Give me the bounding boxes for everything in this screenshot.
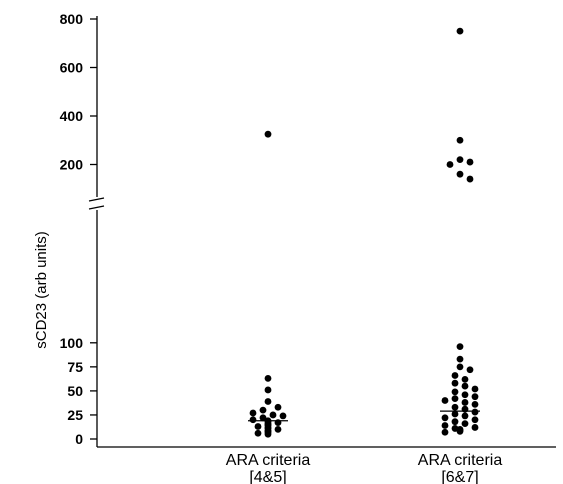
data-point (264, 130, 272, 138)
x-category-label: ARA criteria (418, 452, 503, 469)
data-point (451, 403, 459, 411)
y-tick-label: 200 (60, 157, 84, 173)
y-tick-label: 100 (60, 335, 84, 351)
data-point (269, 411, 277, 419)
y-tick-label: 50 (67, 383, 83, 399)
data-point (471, 400, 479, 408)
y-ticks: 0 25 50 75 100 200 400 600 800 (60, 11, 97, 447)
data-point (466, 366, 474, 374)
data-point (471, 424, 479, 431)
data-point (456, 170, 464, 178)
y-tick-label: 600 (60, 60, 84, 76)
data-point (451, 418, 459, 426)
data-point (441, 422, 449, 429)
data-point (451, 379, 459, 387)
data-point (259, 406, 267, 414)
y-tick-label: 0 (75, 431, 83, 447)
data-point (249, 416, 257, 424)
data-point (471, 393, 479, 401)
data-point (471, 385, 479, 393)
data-point (456, 156, 464, 164)
data-point (456, 355, 464, 363)
data-point (441, 428, 449, 436)
data-point (274, 403, 282, 411)
x-category-label: [6&7] (441, 469, 478, 484)
data-point (466, 158, 474, 166)
data-point (264, 386, 272, 394)
data-point (456, 27, 464, 35)
data-point (461, 412, 469, 420)
y-axis-label: sCD23 (arb units) (33, 231, 50, 349)
y-tick-label: 75 (67, 359, 83, 375)
x-category-label: [4&5] (249, 469, 286, 484)
data-point (461, 399, 469, 406)
data-point (456, 427, 464, 435)
data-point (264, 430, 272, 438)
data-point (461, 420, 469, 428)
data-point (451, 372, 459, 379)
axis-break-mark (88, 205, 105, 210)
data-point (466, 175, 474, 183)
axes (88, 16, 556, 448)
data-point (279, 412, 287, 420)
data-point (471, 408, 479, 416)
y-tick-label: 25 (67, 407, 83, 423)
data-point (254, 429, 262, 437)
data-point (264, 398, 272, 405)
data-point (451, 388, 459, 396)
median-lines (248, 410, 480, 422)
data-point (451, 410, 459, 418)
y-tick-label: 400 (60, 108, 84, 124)
y-tick-label: 800 (60, 11, 84, 27)
data-point (446, 161, 454, 168)
data-point (456, 363, 464, 371)
data-point (249, 409, 257, 417)
data-point (259, 414, 267, 422)
x-category-label: ARA criteria (226, 452, 311, 469)
data-point (461, 391, 469, 399)
data-point (264, 374, 272, 382)
category-labels: ARA criteria[4&5]ARA criteria[6&7] (226, 452, 503, 484)
data-points (249, 27, 479, 438)
data-point (441, 414, 449, 422)
data-point (451, 395, 459, 402)
data-point (441, 397, 449, 404)
data-point (456, 343, 464, 351)
data-point (456, 136, 464, 144)
data-point (471, 416, 479, 424)
data-point (461, 375, 469, 383)
data-point (254, 423, 262, 430)
axis-break-mark (88, 197, 105, 202)
data-point (461, 382, 469, 390)
data-point (274, 425, 282, 433)
